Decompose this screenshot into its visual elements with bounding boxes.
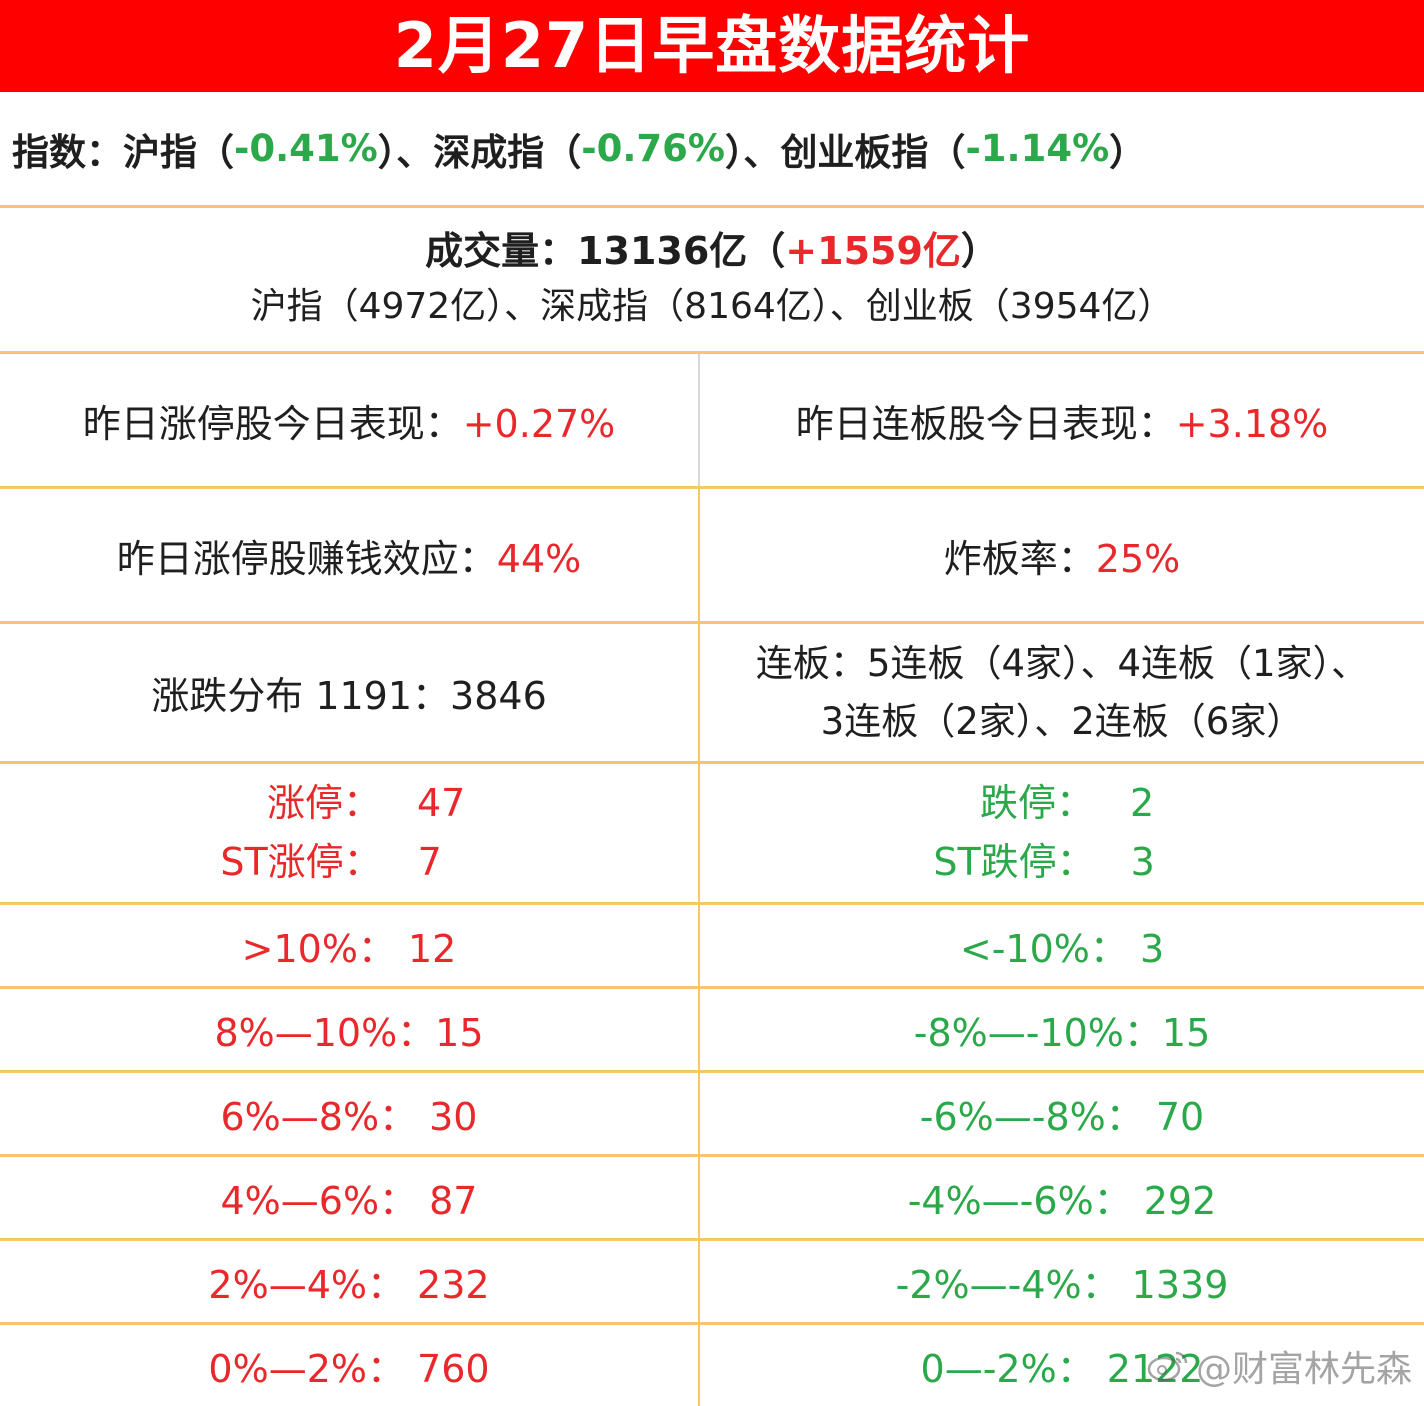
- break-rate: 炸板率：25%: [944, 528, 1180, 583]
- volume-total: 13136亿: [577, 228, 748, 273]
- volume-breakdown: 沪指（4972亿）、深成指（8164亿）、创业板（3954亿）: [250, 286, 1174, 327]
- consecutive-performance: 昨日连板股今日表现：+3.18%: [796, 393, 1329, 448]
- limit-up-performance: 昨日涨停股今日表现：+0.27%: [83, 393, 616, 448]
- range-down: -4%—-6%： 292: [907, 1179, 1217, 1223]
- range-row: >10%： 12 <-10%： 3: [0, 902, 1424, 986]
- distribution-row: 涨跌分布 1191：3846 连板：5连板（4家）、4连板（1家）、 3连板（2…: [0, 621, 1424, 761]
- range-row: 8%—10%：15 -8%—-10%：15: [0, 986, 1424, 1070]
- range-down-cell: <-10%： 3: [698, 905, 1424, 986]
- range-row: 4%—6%： 87 -4%—-6%： 292: [0, 1154, 1424, 1238]
- consecutive-performance-label: 昨日连板股今日表现：: [795, 401, 1176, 446]
- money-effect-label: 昨日涨停股赚钱效应：: [116, 536, 497, 581]
- volume-row: 成交量：13136亿（+1559亿） 沪指（4972亿）、深成指（8164亿）、…: [0, 205, 1424, 351]
- range-up-cell: >10%： 12: [0, 905, 698, 986]
- limits-row: 涨停： 47 ST涨停： 7 跌停： 2 ST跌停： 3: [0, 761, 1424, 902]
- range-down: -6%—-8%： 70: [919, 1095, 1205, 1139]
- money-effect-value: 44%: [496, 536, 582, 581]
- volume-cell: 成交量：13136亿（+1559亿） 沪指（4972亿）、深成指（8164亿）、…: [0, 208, 1424, 351]
- sz-index-change: -0.76%: [581, 127, 725, 170]
- cy-index-change: -1.14%: [965, 127, 1110, 170]
- performance-row: 昨日涨停股今日表现：+0.27% 昨日连板股今日表现：+3.18%: [0, 351, 1424, 486]
- range-down-cell: -4%—-6%： 292: [698, 1157, 1424, 1238]
- limit-up-performance-value: +0.27%: [462, 401, 616, 446]
- sh-index-close: ）、: [377, 130, 434, 174]
- consecutive-boards-line-1: 连板：5连板（4家）、4连板（1家）、: [755, 642, 1369, 686]
- range-row: 6%—8%： 30 -6%—-8%： 70: [0, 1070, 1424, 1154]
- title-bar: 2月27日早盘数据统计: [0, 0, 1424, 92]
- up-down-distribution: 涨跌分布 1191：3846: [151, 674, 547, 718]
- money-effect-cell: 昨日涨停股赚钱效应：44%: [0, 489, 698, 621]
- range-down: 0—-2%： 2122: [920, 1347, 1204, 1391]
- st-limit-up-label: ST涨停：: [220, 840, 382, 884]
- st-limit-down-pair: ST跌停： 3: [933, 833, 1190, 892]
- limit-down-value: 2: [1130, 781, 1155, 826]
- limit-down-pair: 跌停： 2: [934, 774, 1190, 833]
- range-up-cell: 0%—2%： 760: [0, 1325, 698, 1406]
- range-up-cell: 4%—6%： 87: [0, 1157, 698, 1238]
- volume-close: ）: [960, 228, 999, 273]
- range-down-cell: -8%—-10%：15: [698, 989, 1424, 1070]
- limit-up-cell: 涨停： 47 ST涨停： 7: [0, 764, 698, 902]
- consecutive-boards-cell: 连板：5连板（4家）、4连板（1家）、 3连板（2家）、2连板（6家）: [698, 624, 1424, 761]
- range-up: 4%—6%： 87: [220, 1179, 478, 1223]
- range-down: -8%—-10%：15: [913, 1011, 1211, 1055]
- limit-up-value: 47: [417, 781, 466, 826]
- cy-index-label: 创业板指（: [780, 130, 966, 174]
- money-effect: 昨日涨停股赚钱效应：44%: [117, 528, 581, 583]
- range-down: <-10%： 3: [959, 927, 1165, 971]
- range-up: 0%—2%： 760: [208, 1347, 490, 1391]
- limit-down-cell: 跌停： 2 ST跌停： 3: [698, 764, 1424, 902]
- limit-up-performance-label: 昨日涨停股今日表现：: [82, 401, 463, 446]
- range-up: 8%—10%：15: [214, 1011, 484, 1055]
- range-up-cell: 2%—4%： 232: [0, 1241, 698, 1322]
- sz-index-close: ）、: [724, 130, 781, 174]
- weibo-logo-icon: [1147, 1351, 1188, 1382]
- watermark: @财富林先森: [1146, 1340, 1412, 1392]
- range-row: 2%—4%： 232 -2%—-4%： 1339: [0, 1238, 1424, 1322]
- st-limit-up-pair: ST涨停： 7: [220, 833, 477, 892]
- volume-label: 成交量：: [425, 228, 578, 273]
- sh-index-change: -0.41%: [234, 127, 378, 170]
- volume-change: +1559亿: [785, 228, 961, 273]
- break-rate-value: 25%: [1095, 536, 1181, 581]
- st-limit-down-value: 3: [1130, 840, 1155, 884]
- consecutive-performance-cell: 昨日连板股今日表现：+3.18%: [698, 354, 1424, 486]
- consecutive-performance-value: +3.18%: [1175, 401, 1329, 446]
- range-up: 6%—8%： 30: [220, 1095, 478, 1139]
- effects-row: 昨日涨停股赚钱效应：44% 炸板率：25%: [0, 486, 1424, 621]
- volume-open: （: [747, 228, 786, 273]
- range-row: 0%—2%： 760 0—-2%： 2122: [0, 1322, 1424, 1406]
- range-up: >10%： 12: [241, 927, 457, 971]
- limit-up-performance-cell: 昨日涨停股今日表现：+0.27%: [0, 354, 698, 486]
- range-up-cell: 6%—8%： 30: [0, 1073, 698, 1154]
- cy-index-close: ）: [1109, 130, 1147, 174]
- watermark-text: @财富林先森: [1195, 1349, 1412, 1390]
- st-limit-up-value: 7: [417, 840, 442, 884]
- indices-row: 指数： 沪指（ -0.41% ）、 深成指（ -0.76% ）、 创业板指（ -…: [0, 92, 1424, 205]
- range-up-cell: 8%—10%：15: [0, 989, 698, 1070]
- page-title: 2月27日早盘数据统计: [393, 9, 1031, 82]
- range-down-cell: -6%—-8%： 70: [698, 1073, 1424, 1154]
- volume-total-line: 成交量：13136亿（+1559亿）: [425, 227, 999, 276]
- index-summary: 指数： 沪指（ -0.41% ）、 深成指（ -0.76% ）、 创业板指（ -…: [12, 92, 1146, 205]
- range-down-cell: 0—-2%： 2122: [698, 1325, 1424, 1406]
- limit-up-pair: 涨停： 47: [221, 774, 477, 833]
- consecutive-boards-line-2: 3连板（2家）、2连板（6家）: [820, 699, 1304, 743]
- index-prefix: 指数：: [12, 130, 123, 174]
- break-rate-cell: 炸板率：25%: [698, 489, 1424, 621]
- range-up: 2%—4%： 232: [208, 1263, 490, 1307]
- sz-index-label: 深成指（: [433, 130, 582, 174]
- up-down-distribution-cell: 涨跌分布 1191：3846: [0, 624, 698, 761]
- limit-down-label: 跌停：: [979, 781, 1094, 826]
- st-limit-down-label: ST跌停：: [933, 840, 1095, 884]
- limit-up-label: 涨停：: [266, 781, 381, 826]
- range-down: -2%—-4%： 1339: [895, 1263, 1229, 1307]
- break-rate-label: 炸板率：: [943, 536, 1096, 581]
- range-down-cell: -2%—-4%： 1339: [698, 1241, 1424, 1322]
- sh-index-label: 沪指（: [123, 130, 234, 174]
